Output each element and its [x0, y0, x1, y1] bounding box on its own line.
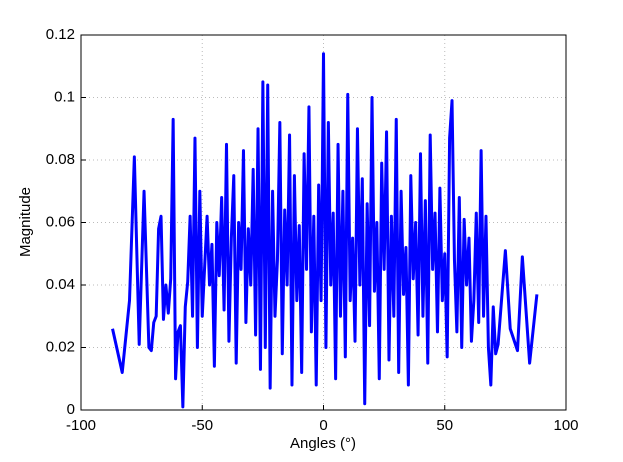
axes-box	[80, 34, 567, 411]
y-tick-label: 0.1	[54, 88, 75, 105]
y-tick-label: 0.02	[46, 338, 75, 355]
x-axis-label: Angles (°)	[290, 435, 356, 452]
x-tick-label: 50	[436, 417, 453, 434]
y-axis-label: Magnitude	[17, 187, 34, 257]
x-tick-label: 0	[319, 417, 327, 434]
data-line	[111, 52, 539, 409]
y-tick-label: 0.04	[46, 276, 75, 293]
x-tick-label: -100	[66, 417, 96, 434]
y-tick-label: 0.06	[46, 213, 75, 230]
x-tick-label: -50	[191, 417, 213, 434]
y-tick-label: 0.08	[46, 151, 75, 168]
y-tick-label: 0	[67, 401, 75, 418]
y-tick-label: 0.12	[46, 26, 75, 43]
x-tick-label: 100	[553, 417, 578, 434]
